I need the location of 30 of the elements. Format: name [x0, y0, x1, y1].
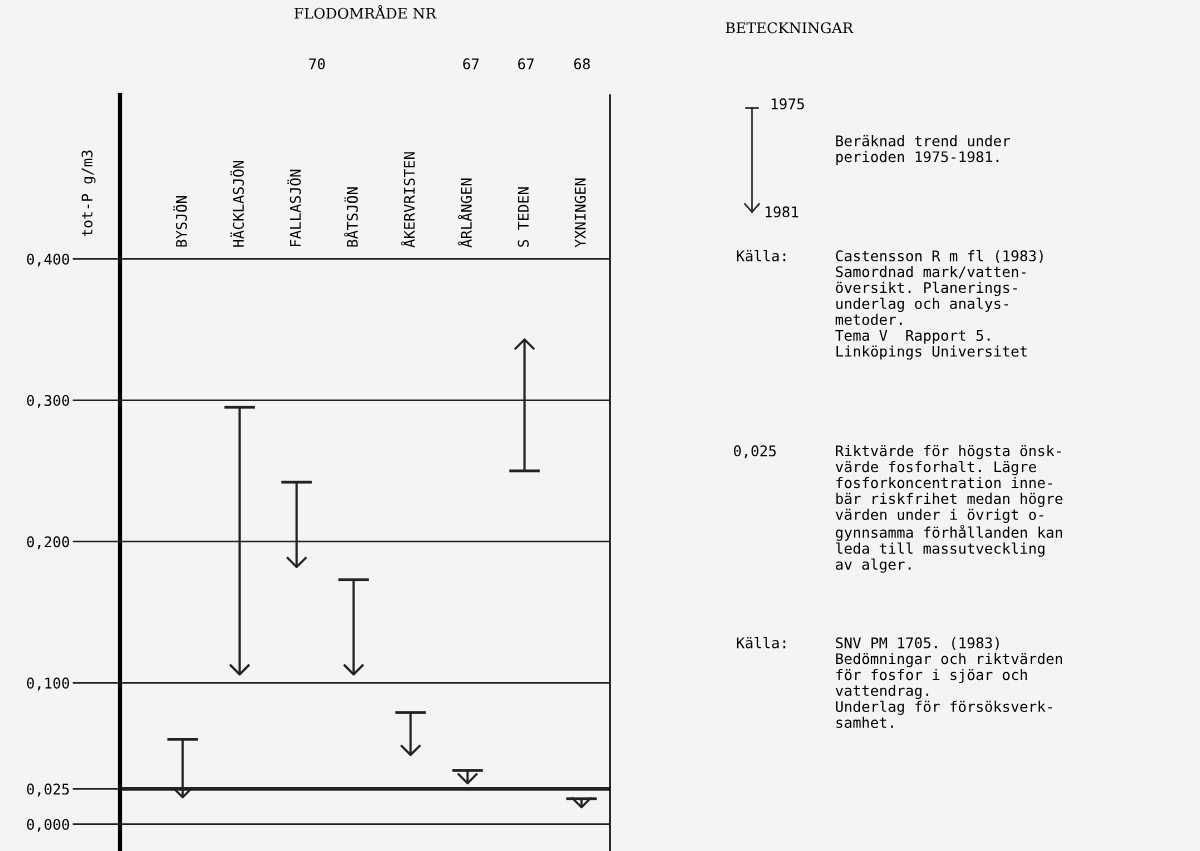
text: 70 — [309, 58, 325, 70]
y-axis-title: tot-P g/m3 — [81, 150, 96, 237]
text: Källa: — [736, 637, 786, 649]
x-tick-label: FALLASJÖN — [287, 169, 301, 247]
text: Riktvärde för högsta önsk- värde fosforhalt. Lägre fosforkoncentration inne- bär riskfrihet medan högre värden under i övrigt o- gynnsamma förhållanden kan leda till massutveckling av alger. — [835, 445, 1063, 573]
y-tick-label: 0,000 — [27, 818, 70, 832]
x-tick-label: ÅKERVRISTEN — [401, 152, 415, 248]
y-tick-label: 0,100 — [27, 677, 70, 691]
text: 1975 — [771, 98, 804, 110]
x-tick-label: BÅTSJÖN — [344, 187, 358, 247]
x-tick-label: YXNINGEN — [574, 178, 586, 248]
x-tick-label: ÅRLÅNGEN — [458, 178, 472, 248]
text: BETECKNINGAR — [725, 22, 854, 34]
x-tick-label: HÄCKLASJÖN — [230, 160, 244, 247]
text: 1981 — [765, 206, 799, 218]
text: Beräknad trend under perioden 1975-1981. — [836, 135, 1011, 166]
text: Castensson R m fl (1983) Samordnad mark/vatten- översikt. Planerings- underlag och analys- metoder. Tema V Rapport 5. Linköpings Universitet — [835, 250, 1043, 360]
x-tick-label: S TEDEN — [517, 187, 529, 247]
chart-title: FLODOMRÅDE NR — [294, 5, 437, 19]
text: SNV PM 1705. (1983) Bedömningar och riktvärden för fosfor i sjöar och vattendrag. Underlag för försöksverk- samhet. — [835, 637, 1062, 728]
text: Källa: — [736, 250, 786, 262]
text: 67 — [518, 58, 534, 70]
y-tick-label: 0,300 — [27, 394, 70, 408]
text: 68 — [574, 58, 590, 70]
text: 67 — [463, 58, 479, 70]
y-tick-label: 0,200 — [27, 536, 70, 550]
text: 0,025 — [733, 445, 776, 459]
y-tick-label: 0,025 — [27, 783, 69, 797]
y-tick-label: 0,400 — [27, 253, 70, 267]
x-tick-label: BYSJÖN — [173, 196, 187, 247]
